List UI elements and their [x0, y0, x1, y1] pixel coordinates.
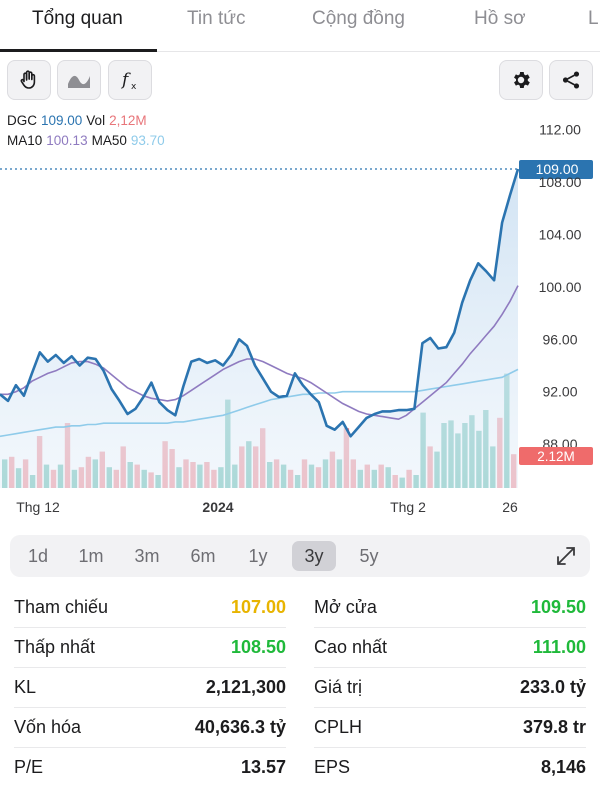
gear-icon [514, 72, 530, 88]
stat-value: 111.00 [532, 637, 586, 657]
range-1m[interactable]: 1m [78, 545, 104, 566]
legend-vol-label: Vol [86, 113, 106, 128]
indicator-button[interactable]: f x [108, 60, 152, 100]
tab-bar: Tổng quan Tin tức Cộng đồng Hồ sơ L [0, 0, 600, 52]
legend-ma10-value: 100.13 [46, 133, 88, 148]
stat-label: Tham chiếu [14, 597, 109, 617]
range-5y[interactable]: 5y [359, 545, 379, 566]
last-price-tag [519, 159, 593, 179]
y-tick-label: 104.00 [539, 226, 582, 242]
stat-value: 379.8 tr [522, 717, 586, 737]
hand-tool-button[interactable] [7, 60, 51, 100]
y-tick-label: 92.00 [542, 384, 577, 400]
stat-low: Thấp nhất 108.50 [14, 628, 286, 668]
legend-ma10-label: MA10 [7, 133, 43, 148]
stat-pe: P/E 13.57 [14, 748, 286, 788]
active-tab-underline [0, 49, 157, 52]
ma50-line [0, 368, 519, 438]
last-volume-label: 2.12M [537, 449, 575, 464]
curve-icon [68, 75, 90, 88]
tab-more[interactable]: L [588, 8, 599, 29]
stat-volume: KL 2,121,300 [14, 668, 286, 708]
stat-value: 40,636.3 tỷ [194, 717, 286, 737]
stat-open: Mở cửa 109.50 [314, 588, 586, 628]
function-icon: f x [120, 70, 137, 92]
y-tick-label: 96.00 [542, 331, 577, 347]
stat-reference: Tham chiếu 107.00 [14, 588, 286, 628]
x-tick-label: Thg 2 [390, 499, 426, 515]
hand-icon [20, 70, 36, 89]
x-tick-label: Thg 12 [16, 499, 60, 515]
stat-label: Thấp nhất [14, 637, 96, 657]
legend-price-value: 109.00 [41, 113, 83, 128]
stat-label: CPLH [314, 717, 363, 737]
stat-high: Cao nhất 111.00 [314, 628, 586, 668]
stat-value: 8,146 [540, 757, 586, 777]
range-3m[interactable]: 3m [134, 545, 160, 566]
range-selector: 1d 1m 3m 6m 1y 3y 5y [10, 535, 590, 577]
stat-value: 2,121,300 [205, 677, 286, 697]
stat-label: Giá trị [314, 677, 363, 697]
price-area [0, 169, 518, 488]
y-tick-label: 112.00 [539, 122, 581, 138]
stat-label: KL [14, 677, 37, 697]
ma10-line [0, 285, 519, 421]
stat-label: Mở cửa [314, 597, 377, 617]
tab-overview[interactable]: Tổng quan [32, 8, 123, 29]
x-tick-label: 26 [502, 499, 518, 515]
legend-price: DGC 109.00 Vol 2,12M [7, 113, 151, 128]
range-1y[interactable]: 1y [248, 545, 268, 566]
stat-market-cap: Vốn hóa 40,636.3 tỷ [14, 708, 286, 748]
legend-symbol: DGC [7, 113, 37, 128]
legend-ma50-label: MA50 [91, 133, 127, 148]
svg-text:x: x [131, 82, 137, 92]
tab-profile[interactable]: Hồ sơ [474, 8, 526, 29]
stat-value-traded: Giá trị 233.0 tỷ [314, 668, 586, 708]
stat-shares-outstanding: CPLH 379.8 tr [314, 708, 586, 748]
y-tick-label: 108.00 [539, 174, 582, 190]
legend-ma50-value: 93.70 [130, 133, 165, 148]
share-button[interactable] [549, 60, 593, 100]
legend-vol-value: 2,12M [109, 113, 147, 128]
stat-value: 108.50 [230, 637, 286, 657]
range-1d[interactable]: 1d [27, 545, 49, 566]
stat-label: Vốn hóa [14, 717, 82, 737]
last-volume-tag [519, 447, 593, 465]
stat-eps: EPS 8,146 [314, 748, 586, 788]
x-tick-label: 2024 [202, 499, 233, 515]
line-style-button[interactable] [57, 60, 101, 100]
svg-text:f: f [120, 70, 131, 90]
y-tick-label: 100.00 [539, 279, 582, 295]
stat-label: P/E [14, 757, 44, 777]
tab-community[interactable]: Cộng đồng [312, 8, 405, 29]
stat-label: Cao nhất [314, 637, 388, 657]
stat-value: 107.00 [230, 597, 286, 617]
range-6m[interactable]: 6m [190, 545, 216, 566]
last-price-label: 109.00 [536, 161, 579, 177]
range-3y[interactable]: 3y [292, 541, 336, 571]
stat-value: 109.50 [530, 597, 586, 617]
share-icon [562, 71, 580, 89]
legend-ma: MA10 100.13 MA50 93.70 [7, 133, 169, 148]
stat-value: 13.57 [240, 757, 286, 777]
stat-label: EPS [314, 757, 351, 777]
stat-value: 233.0 tỷ [519, 677, 586, 697]
expand-icon[interactable] [554, 544, 578, 568]
price-line [0, 168, 520, 438]
price-chart[interactable]: 109.00 112.00 108.00 104.00 100.00 96.00 92.00… [0, 110, 600, 525]
settings-button[interactable] [499, 60, 543, 100]
tab-news[interactable]: Tin tức [187, 8, 246, 29]
